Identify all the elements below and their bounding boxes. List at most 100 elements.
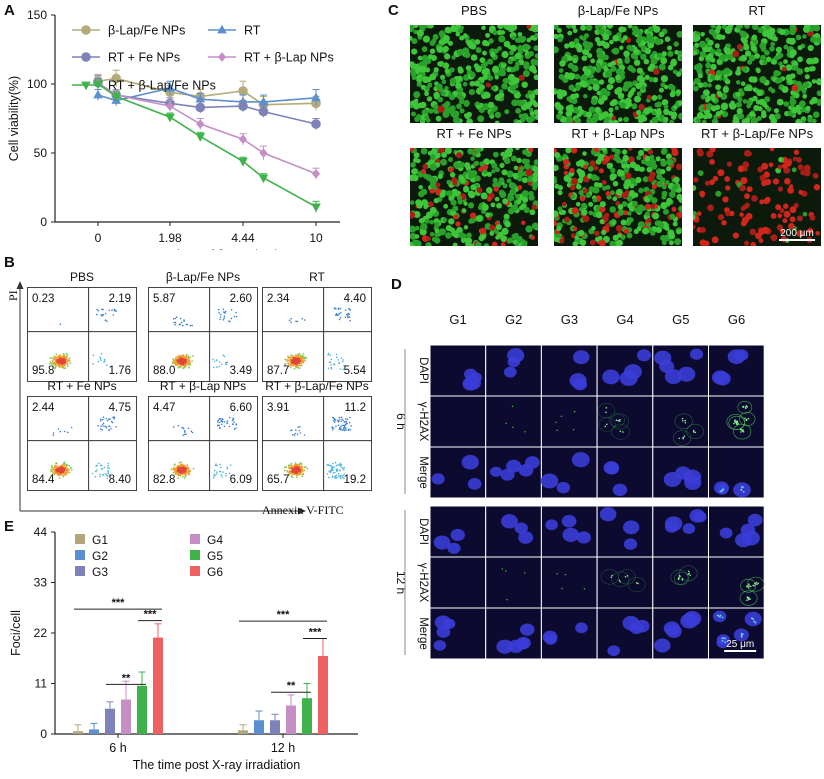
focus-dot <box>682 420 684 422</box>
cell <box>724 176 731 182</box>
cell <box>566 117 573 123</box>
nucleus <box>540 473 559 489</box>
flow-dot <box>344 316 347 319</box>
cell <box>554 175 557 182</box>
focus-dot <box>692 430 695 432</box>
group-column-label: G6 <box>727 312 746 327</box>
cell <box>663 108 670 116</box>
cell <box>581 209 588 216</box>
cell <box>567 106 574 114</box>
row-label: DAPI <box>417 357 429 384</box>
cell <box>479 227 487 235</box>
cell <box>769 27 776 34</box>
legend-label: G5 <box>207 549 223 563</box>
cell <box>815 78 821 86</box>
cell <box>609 84 614 89</box>
flow-dot <box>340 464 342 466</box>
cell <box>664 36 671 42</box>
flow-dot <box>175 361 177 364</box>
cell <box>480 192 488 200</box>
nucleus <box>556 481 571 494</box>
cell <box>525 158 530 164</box>
cell <box>426 96 433 102</box>
flow-dot <box>337 308 340 311</box>
cell <box>427 25 434 29</box>
focus-dot <box>626 575 629 577</box>
flow-dot <box>229 416 231 419</box>
cell <box>414 225 420 231</box>
cell <box>421 54 429 62</box>
cell <box>626 81 633 88</box>
cell <box>646 217 652 223</box>
significance-label: ** <box>287 680 296 692</box>
quadrant-value: 19.2 <box>344 474 366 486</box>
cell <box>456 226 463 234</box>
flow-dot <box>348 316 351 318</box>
data-point <box>238 86 248 96</box>
cell <box>451 55 456 60</box>
focus-dot <box>757 582 759 585</box>
cell <box>742 161 750 168</box>
flow-dot <box>60 361 63 363</box>
cell <box>650 230 656 236</box>
cell <box>428 201 434 207</box>
legend-swatch <box>190 550 200 560</box>
cell <box>441 79 447 85</box>
cell <box>778 157 784 163</box>
focus-dot <box>618 579 621 582</box>
micrograph-title: PBS <box>460 3 487 18</box>
x-axis-label: The time post X-ray irradiation <box>133 758 300 772</box>
cell <box>643 107 651 115</box>
cell <box>665 180 670 185</box>
cell <box>578 170 586 178</box>
cell <box>468 89 475 96</box>
cell <box>554 164 559 172</box>
cell <box>590 98 598 105</box>
cell <box>710 63 717 71</box>
if-image-cell <box>540 556 598 609</box>
cell <box>480 233 487 240</box>
cell <box>736 25 744 30</box>
cell <box>442 45 449 53</box>
cell <box>754 53 760 59</box>
flow-dot <box>340 426 342 428</box>
flow-dot <box>292 355 294 357</box>
flow-dot <box>184 465 187 468</box>
cell <box>759 42 767 50</box>
cell <box>479 161 485 167</box>
cell <box>429 188 435 194</box>
data-point <box>217 24 227 34</box>
bar-6h-G4 <box>121 680 131 734</box>
cell <box>715 190 722 197</box>
flow-dot <box>348 421 351 424</box>
flow-dot <box>97 425 99 427</box>
if-image-cell <box>485 556 542 609</box>
cell <box>521 220 526 225</box>
cell <box>410 148 415 152</box>
flow-dot <box>229 320 231 323</box>
cell <box>815 231 820 236</box>
flow-dot <box>63 462 66 465</box>
cell <box>761 101 768 108</box>
flow-dot <box>233 421 235 423</box>
cell <box>619 45 624 50</box>
cell <box>470 184 477 191</box>
flow-dot <box>336 470 338 473</box>
cell <box>782 157 788 163</box>
flow-dot <box>219 426 221 429</box>
cell <box>482 103 490 111</box>
flow-dot <box>294 356 297 359</box>
cell <box>693 214 696 220</box>
nucleus <box>654 638 671 653</box>
cell <box>786 37 793 44</box>
flow-dot <box>299 426 301 428</box>
focus-dot <box>689 574 691 577</box>
flow-dot <box>189 356 191 359</box>
flow-dot <box>334 307 336 309</box>
flow-dot <box>341 424 343 427</box>
cell <box>554 33 559 40</box>
cell <box>714 28 721 34</box>
cell <box>482 39 489 47</box>
cell <box>766 32 774 40</box>
cell <box>742 99 748 104</box>
